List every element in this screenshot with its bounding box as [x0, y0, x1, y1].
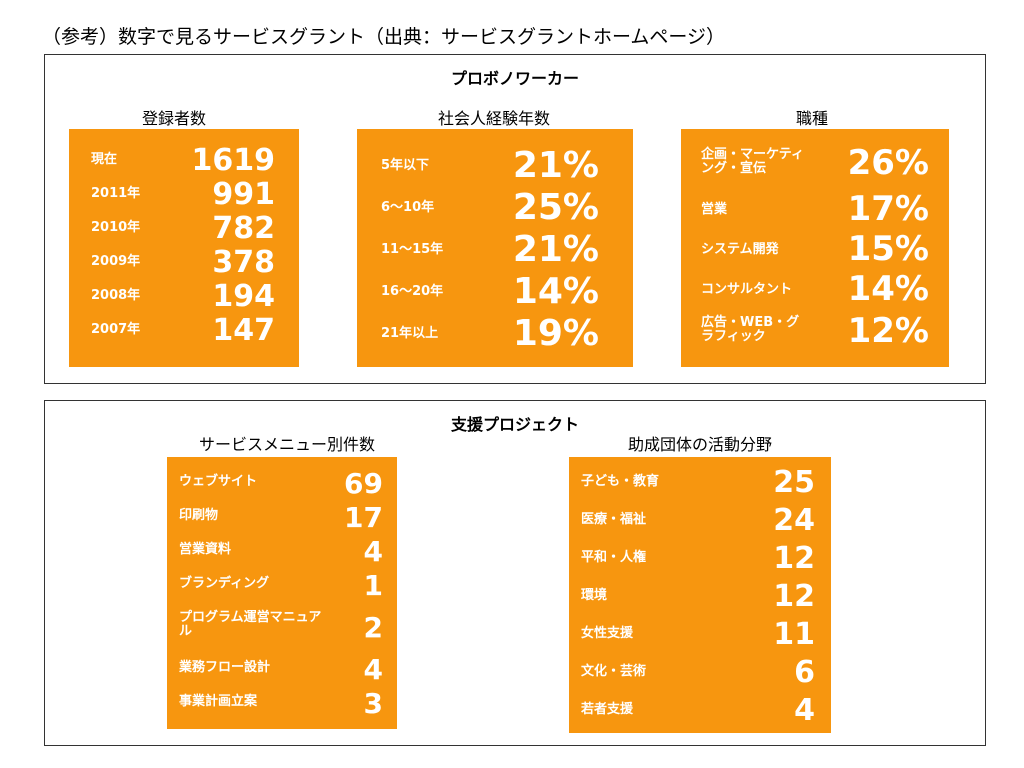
- stat-label: 11～15年: [381, 242, 444, 257]
- stat-value: 12: [773, 579, 815, 614]
- stat-value: 17%: [847, 189, 929, 229]
- stat-label: 16～20年: [381, 284, 444, 299]
- stat-label: 2011年: [91, 186, 141, 201]
- support-project-section: 支援プロジェクト サービスメニュー別件数 ウェブサイト 69 印刷物 17 営業…: [44, 400, 986, 746]
- stat-value: 21%: [512, 145, 599, 186]
- stat-value: 991: [212, 177, 275, 212]
- stat-label: 6～10年: [381, 200, 435, 215]
- stat-label: 女性支援: [581, 626, 634, 641]
- stat-value: 12: [773, 541, 815, 576]
- panel-title-experience: 社会人経験年数: [437, 109, 550, 128]
- stat-label: 広告・WEB・グラフィック: [701, 315, 800, 344]
- activity-fields-card: 子ども・教育 25 医療・福祉 24 平和・人権 12 環境 12 女性支援 1…: [569, 457, 831, 733]
- stat-value: 194: [212, 279, 275, 314]
- stat-label: 2009年: [91, 254, 141, 269]
- occupation-card: 企画・マーケティング・宣伝 26% 営業 17% システム開発 15% コンサル…: [681, 129, 949, 367]
- stat-label: 環境: [581, 588, 608, 603]
- stat-value: 11: [773, 617, 815, 652]
- stat-value: 2: [363, 611, 383, 644]
- stat-value: 782: [212, 211, 275, 246]
- probono-worker-section: プロボノワーカー 登録者数 現在 1619 2011年 991 2010年 78…: [44, 54, 986, 384]
- stat-label: プログラム運営マニュアル: [179, 610, 322, 639]
- stat-label: 営業: [701, 202, 728, 217]
- stat-value: 6: [794, 655, 815, 690]
- stat-label: 2008年: [91, 288, 141, 303]
- stat-value: 4: [794, 693, 815, 728]
- registrants-card: 現在 1619 2011年 991 2010年 782 2009年 378 20…: [69, 129, 299, 367]
- stat-value: 4: [363, 535, 383, 568]
- stat-value: 15%: [847, 229, 929, 269]
- stat-value: 26%: [847, 143, 929, 183]
- panel-title-service-menu: サービスメニュー別件数: [198, 435, 375, 454]
- stat-label: 営業資料: [179, 542, 232, 557]
- page-caption: （参考）数字で見るサービスグラント（出典：サービスグラントホームページ）: [42, 26, 726, 48]
- stat-value: 1619: [191, 143, 276, 178]
- stat-label: 事業計画立案: [179, 694, 258, 709]
- stat-value: 69: [344, 467, 383, 500]
- stat-label: ウェブサイト: [179, 474, 258, 489]
- stat-value: 21%: [512, 229, 599, 270]
- section-title: 支援プロジェクト: [450, 415, 579, 434]
- stat-label: 若者支援: [581, 702, 634, 717]
- stat-value: 4: [363, 653, 383, 686]
- stat-value: 14%: [847, 269, 929, 309]
- panel-title-registrants: 登録者数: [141, 109, 206, 128]
- stat-label: 企画・マーケティング・宣伝: [701, 147, 804, 176]
- panel-title-occupation: 職種: [795, 109, 828, 128]
- stat-value: 19%: [512, 313, 599, 354]
- section-title: プロボノワーカー: [450, 69, 579, 88]
- stat-value: 25%: [512, 187, 599, 228]
- stat-label: 2010年: [91, 220, 141, 235]
- stat-label: 現在: [91, 152, 118, 167]
- stat-label: 文化・芸術: [581, 664, 647, 679]
- experience-card: 5年以下 21% 6～10年 25% 11～15年 21% 16～20年 14%…: [357, 129, 633, 367]
- stat-label: 5年以下: [381, 158, 430, 173]
- stat-value: 14%: [512, 271, 599, 312]
- stat-value: 3: [363, 687, 383, 720]
- stat-label: 印刷物: [179, 508, 219, 523]
- stat-label: 平和・人権: [581, 550, 647, 565]
- stat-label: システム開発: [701, 242, 779, 257]
- stat-value: 1: [363, 569, 383, 602]
- stat-value: 17: [344, 501, 383, 534]
- stat-value: 147: [212, 313, 275, 348]
- stat-value: 25: [773, 465, 815, 500]
- panel-title-activity-fields: 助成団体の活動分野: [627, 435, 772, 454]
- stat-value: 12%: [847, 311, 929, 351]
- stat-label: ブランディング: [179, 576, 270, 591]
- stat-label: 2007年: [91, 322, 141, 337]
- stat-label: 子ども・教育: [581, 474, 660, 489]
- stat-value: 378: [212, 245, 275, 280]
- stat-value: 24: [773, 503, 815, 538]
- service-menu-card: ウェブサイト 69 印刷物 17 営業資料 4 ブランディング 1 プログラム運…: [167, 457, 397, 729]
- stat-label: 21年以上: [381, 326, 439, 341]
- stat-label: 業務フロー設計: [179, 660, 271, 675]
- stat-label: 医療・福祉: [581, 512, 647, 527]
- stat-label: コンサルタント: [701, 282, 793, 297]
